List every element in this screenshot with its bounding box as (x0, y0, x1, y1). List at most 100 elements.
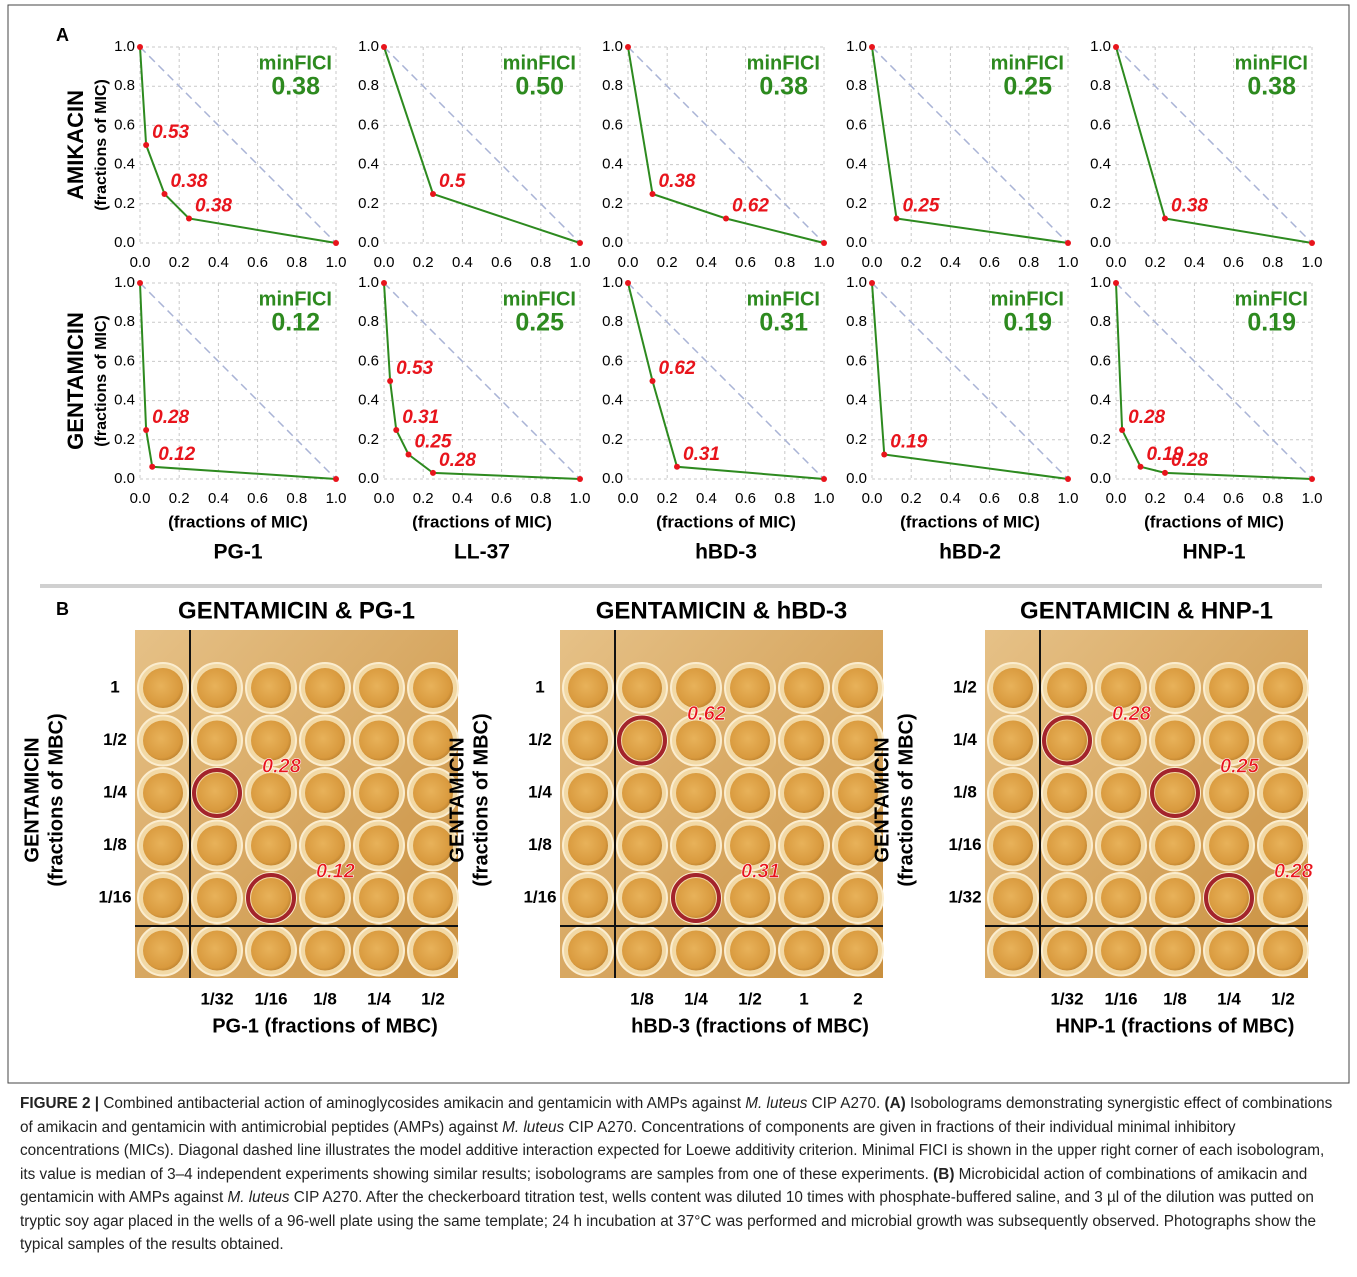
well (784, 878, 824, 918)
data-point (881, 451, 888, 458)
x-tick-label: 0.6 (1223, 254, 1244, 271)
x-tick-label: 1.0 (570, 490, 591, 507)
y-tick-label: 0.8 (114, 313, 135, 330)
annotation-title: minFICI (259, 288, 332, 310)
y-tick-label: 1.0 (602, 274, 623, 291)
row-label: 1/2 (953, 677, 977, 696)
well (1101, 720, 1141, 761)
data-point (161, 191, 168, 197)
additivity-line (627, 282, 825, 480)
y-tick-label: 0.8 (602, 313, 623, 330)
x-tick-label: 0.6 (1223, 490, 1244, 507)
y-tick-label: 0.6 (846, 116, 867, 133)
additivity-line (1115, 282, 1313, 480)
data-point (381, 44, 387, 50)
row-title: AMIKACIN (63, 90, 88, 200)
annotation-title: minFICI (259, 52, 332, 74)
y-axis-label: (fractions of MIC) (93, 315, 110, 447)
x-axis-label: HNP-1 (fractions of MBC) (1056, 1015, 1295, 1037)
well (413, 878, 453, 918)
well (730, 773, 770, 813)
highlight-circle (671, 873, 721, 923)
well (1263, 720, 1303, 761)
fici-label: 0.31 (683, 444, 720, 465)
well (1155, 720, 1195, 761)
well (676, 930, 716, 971)
highlight-circle (1042, 715, 1092, 766)
x-tick-label: 1.0 (326, 490, 347, 507)
data-point (381, 280, 387, 286)
well (143, 825, 183, 866)
well (413, 773, 453, 813)
x-tick-label: 1.0 (1058, 490, 1079, 507)
row-label: 1/2 (103, 730, 127, 749)
row-label: 1/32 (948, 887, 981, 906)
row-label: 1/16 (523, 887, 556, 906)
y-tick-label: 0.0 (846, 234, 867, 251)
highlight-circle (617, 715, 667, 766)
caption-text: CIP A270. Concentrations of components a… (20, 1118, 1325, 1183)
data-point (1309, 476, 1315, 482)
x-tick-label: 0.2 (1145, 490, 1166, 507)
data-point (649, 378, 656, 384)
data-point (577, 240, 583, 246)
y-tick-label: 0.2 (114, 431, 135, 448)
x-tick-label: 0.8 (774, 254, 795, 271)
isobole-line (139, 282, 337, 480)
panel-label: A (56, 25, 69, 45)
y-tick-label: 0.0 (602, 470, 623, 487)
x-tick-label: 0.0 (130, 254, 151, 271)
data-point (625, 44, 631, 50)
well (993, 930, 1033, 971)
well (1047, 720, 1087, 761)
well (1047, 825, 1087, 866)
fici-label: 0.28 (152, 407, 189, 428)
well (197, 825, 237, 866)
y-tick-label: 0.6 (846, 352, 867, 369)
x-tick-label: 0.6 (491, 254, 512, 271)
y-tick-label: 1.0 (846, 38, 867, 55)
well (359, 878, 399, 918)
x-tick-label: 0.6 (735, 490, 756, 507)
caption-text: CIP A270. After the checkerboard titrati… (20, 1189, 1317, 1253)
y-tick-label: 1.0 (1090, 274, 1111, 291)
caption-text: M. luteus (502, 1118, 565, 1136)
well (1047, 878, 1087, 918)
x-axis-label: (fractions of MIC) (1144, 512, 1284, 531)
fici-label: 0.38 (195, 196, 232, 217)
column-label: 2 (853, 989, 862, 1008)
column-title: HNP-1 (1182, 541, 1245, 564)
row-label: 1/8 (103, 835, 127, 854)
data-point (1162, 215, 1168, 222)
fici-label: 0.5 (439, 171, 466, 192)
fici-label: 0.28 (439, 450, 476, 471)
data-point (137, 280, 143, 286)
well (993, 825, 1033, 866)
annotation-value: 0.38 (759, 73, 808, 101)
well (676, 720, 716, 761)
x-tick-label: 1.0 (570, 254, 591, 271)
x-tick-label: 0.0 (618, 254, 639, 271)
column-label: 1/4 (684, 989, 708, 1008)
x-tick-label: 0.8 (774, 490, 795, 507)
caption-text: (B) (933, 1165, 955, 1183)
column-label: 1/16 (254, 989, 287, 1008)
isobole-line (627, 282, 825, 480)
data-point (430, 191, 436, 197)
well (622, 668, 662, 708)
x-tick-label: 0.2 (901, 254, 922, 271)
y-tick-label: 0.6 (358, 116, 379, 133)
well (838, 773, 878, 813)
fici-label: 0.28 (1128, 407, 1165, 428)
well (1209, 720, 1249, 761)
figure-frame (7, 4, 1350, 1084)
well (251, 668, 291, 708)
additivity-line (871, 282, 1069, 480)
well (676, 668, 716, 708)
y-tick-label: 0.8 (358, 77, 379, 94)
well (1209, 668, 1249, 708)
fici-label: 0.62 (687, 703, 726, 725)
y-tick-label: 0.8 (358, 313, 379, 330)
data-point (1113, 44, 1119, 50)
y-tick-label: 1.0 (358, 38, 379, 55)
